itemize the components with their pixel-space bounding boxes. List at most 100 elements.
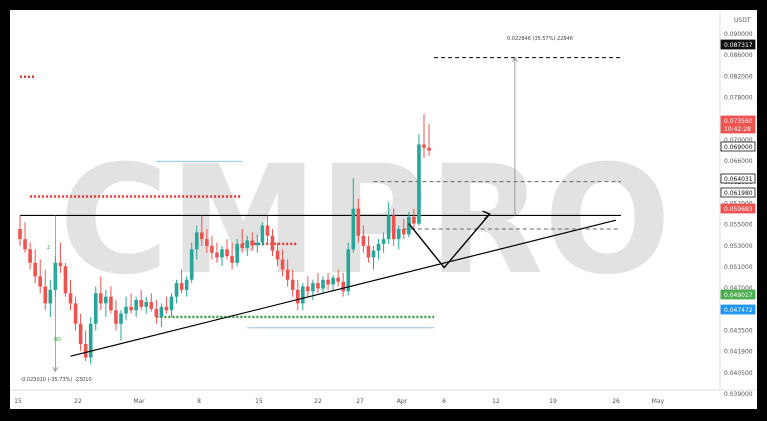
candle-body <box>23 239 27 250</box>
measure-up-arrowhead <box>512 56 518 62</box>
candle-body <box>245 240 250 248</box>
candle-40 <box>220 245 224 267</box>
y-tick-label: 0.040500 <box>724 370 753 377</box>
y-tick-label: 0.041900 <box>724 349 753 356</box>
chart-svg: CMPRO USDT 0.090000 0.086000 0.082000 0.078… <box>10 10 757 405</box>
candle-body <box>215 252 219 258</box>
candle-body <box>63 266 68 294</box>
candle-body <box>331 277 335 285</box>
x-tick-label: 19 <box>549 398 557 405</box>
candle-body <box>407 216 411 235</box>
candle-51 <box>275 242 280 267</box>
candle-body <box>68 293 73 304</box>
time-axis: 15 22 Mar 8 15 22 27 Apr 6 12 19 26 May <box>14 398 664 405</box>
candle-body <box>381 239 386 244</box>
candle-0 <box>18 215 22 246</box>
candle-41 <box>225 239 229 260</box>
price-axis: 0.0900000.0860000.0820000.0780000.074000… <box>724 31 753 398</box>
price-badge-box <box>720 203 756 214</box>
candle-body <box>316 283 320 289</box>
candle-54 <box>290 269 295 297</box>
x-tick-label: 22 <box>74 398 82 405</box>
candle-79 <box>417 134 421 226</box>
candle-body <box>361 235 366 246</box>
candle-80 <box>422 113 426 158</box>
candle-70 <box>371 245 376 270</box>
x-tick-label: 15 <box>14 398 22 405</box>
candle-22 <box>129 293 133 314</box>
measure-up-label: 0.022846 (35.57%) 22846 <box>507 36 573 42</box>
candle-49 <box>265 215 270 243</box>
candle-body <box>290 279 295 290</box>
candle-body <box>295 289 300 304</box>
candle-body <box>73 303 78 324</box>
candle-body <box>58 262 63 267</box>
drawings-layer <box>52 56 617 372</box>
candle-body <box>255 242 260 246</box>
candle-62 <box>331 275 335 292</box>
candle-body <box>99 293 103 304</box>
candle-body <box>83 344 88 358</box>
candle-26 <box>149 293 154 312</box>
candle-body <box>200 232 204 240</box>
candle-43 <box>235 239 239 267</box>
candle-18 <box>109 286 113 314</box>
x-tick-label: 22 <box>314 398 322 405</box>
candle-body <box>356 208 361 236</box>
price-badge: 0.087317 <box>720 39 756 50</box>
candle-body <box>351 208 356 250</box>
candle-21 <box>124 296 128 321</box>
candle-body <box>371 250 376 258</box>
y-tick-label: 0.086000 <box>724 52 753 59</box>
price-badge: 0.047472 <box>720 304 756 315</box>
currency-label: USDT <box>734 17 751 24</box>
candle-body <box>376 243 381 251</box>
y-tick-label: 0.055000 <box>724 222 753 229</box>
price-badge: 0.069000 <box>720 141 756 152</box>
candle-body <box>28 249 32 263</box>
candle-13 <box>83 330 88 361</box>
candle-body <box>43 286 48 304</box>
candle-66 <box>351 178 356 253</box>
x-tick-label: May <box>652 398 665 405</box>
candle-body <box>402 228 406 235</box>
candle-body <box>174 283 179 297</box>
support-trendline <box>70 219 617 357</box>
candle-body <box>275 250 280 260</box>
candle-61 <box>326 272 330 290</box>
candle-78 <box>412 208 416 229</box>
x-tick-label: 27 <box>356 398 364 405</box>
price-badge-label: 0.061980 <box>724 190 753 197</box>
measure-down-label: -0.023010 (-35.73%) -23010 <box>20 377 91 383</box>
watermark-layer: CMPRO <box>59 134 671 308</box>
price-badge-box <box>720 173 756 184</box>
candle-10 <box>68 279 73 311</box>
candle-body <box>422 144 426 148</box>
candle-body <box>427 147 431 151</box>
candle-75 <box>396 225 401 250</box>
candle-30 <box>169 293 174 317</box>
candle-67 <box>356 198 361 243</box>
y-tick-label: 0.070000 <box>724 137 753 144</box>
candle-35 <box>194 225 199 260</box>
candle-55 <box>295 279 300 311</box>
candle-body <box>230 256 234 263</box>
x-tick-label: Mar <box>133 398 145 405</box>
candle-76 <box>402 218 406 240</box>
candle-body <box>48 289 53 304</box>
candle-56 <box>301 283 305 311</box>
candle-64 <box>341 272 345 297</box>
candle-body <box>285 269 290 280</box>
candle-34 <box>189 242 194 284</box>
candle-14 <box>88 316 93 365</box>
candle-body <box>179 283 184 290</box>
projection-path <box>408 213 491 269</box>
x-tick-label: 6 <box>442 398 446 405</box>
x-tick-label: 15 <box>255 398 263 405</box>
candle-58 <box>311 279 315 301</box>
side-marker-0d: 0D <box>54 337 61 343</box>
candle-body <box>189 249 194 280</box>
candle-39 <box>215 242 219 263</box>
candle-47 <box>255 234 260 253</box>
candle-body <box>396 228 401 240</box>
